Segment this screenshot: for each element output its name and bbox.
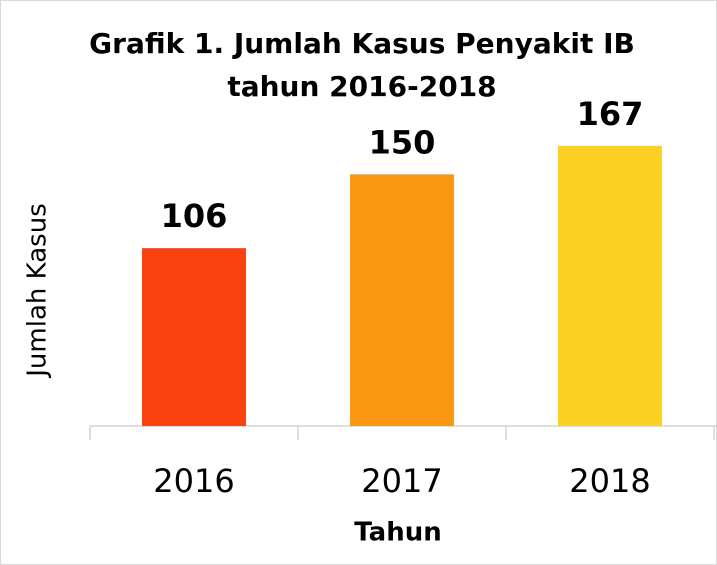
chart-title: Grafik 1. Jumlah Kasus Penyakit IB [89, 27, 635, 60]
y-axis-label: Jumlah Kasus [23, 203, 53, 378]
bar [142, 248, 246, 426]
chart-subtitle: tahun 2016-2018 [227, 70, 496, 103]
x-tick-label: 2017 [361, 462, 442, 500]
value-label: 106 [161, 197, 228, 235]
bar [350, 174, 454, 426]
value-label: 167 [577, 95, 644, 133]
x-tick-label: 2016 [153, 462, 234, 500]
x-axis-label: Tahun [354, 518, 441, 548]
bar [558, 145, 662, 427]
x-tick-label: 2018 [569, 462, 650, 500]
value-label: 150 [369, 123, 436, 161]
